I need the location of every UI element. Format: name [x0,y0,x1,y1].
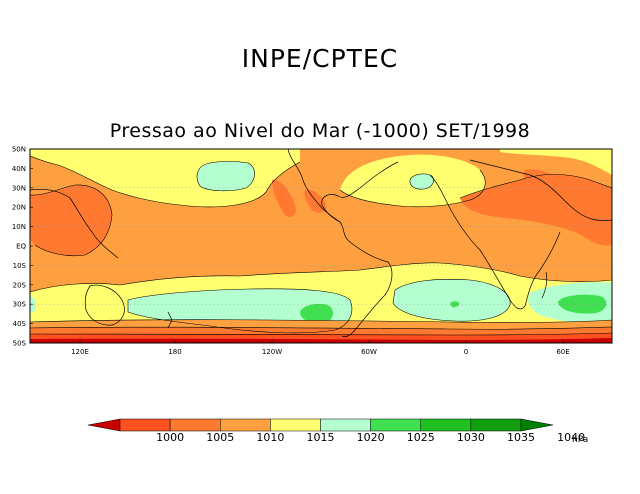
lat-label-eq: EQ [16,243,26,251]
band-1005-north-america [272,179,296,217]
colorbar-unit: hPa [572,435,588,445]
band-1020-north-pacific [197,161,255,191]
band-below-1000-south [30,338,612,343]
lat-label-20n: 20N [12,204,26,212]
band-1005-north-africa [523,169,555,187]
lat-label-30n: 30N [12,184,26,192]
colorbar-box [420,418,472,432]
lat-label-30s: 30S [13,301,27,309]
pressure-field [30,149,612,343]
lat-label-40n: 40N [12,165,26,173]
band-1020-west-edge [30,296,37,313]
band-1020-south-atlantic [393,279,511,322]
colorbar-label-1035: 1035 [507,431,535,444]
band-1005-india-arabia [460,174,612,246]
colorbar-box [370,418,421,432]
band-1020-azores [409,173,434,190]
lon-label-60e: 60E [556,348,569,356]
coastlines [30,149,612,338]
lat-label-50s: 50S [13,340,27,348]
lon-label-60w: 60W [361,348,377,356]
colorbar [87,418,554,432]
colorbar-label-1020: 1020 [357,431,385,444]
colorbar-box [169,418,221,432]
lon-label-120w: 120W [262,348,282,356]
colorbar-label-1005: 1005 [206,431,234,444]
colorbar-label-1025: 1025 [407,431,435,444]
lon-label-120e: 120E [71,348,89,356]
map-subtitle: Pressao ao Nivel do Mar (-1000) SET/1998 [109,120,531,142]
longitude-labels: 120E 180 120W 60W 0 60E [71,340,570,356]
colorbar-label-1010: 1010 [256,431,284,444]
graticule [30,187,612,305]
lon-label-180: 180 [168,348,181,356]
colorbar-label-1015: 1015 [307,431,335,444]
lat-label-50n: 50N [12,146,26,154]
colorbar-high-triangle [520,418,554,432]
colorbar-box [320,418,371,432]
lat-label-20s: 20S [13,281,27,289]
latitude-labels: 50N 40N 30N 20N 10N EQ 10S 20S 30S 40S 50S [12,146,33,348]
colorbar-label-1040: 1040 [557,431,585,444]
lat-label-10s: 10S [13,262,27,270]
colorbar-label-1000: 1000 [156,431,184,444]
lon-label-0: 0 [464,348,468,356]
colorbar-box [119,418,171,432]
band-1005-asia-pacific [30,184,112,256]
colorbar-box [470,418,522,432]
colorbar-label-1030: 1030 [457,431,485,444]
band-1025-south-pacific [300,303,334,324]
lat-label-40s: 40S [13,320,27,328]
lat-label-10n: 10N [12,223,26,231]
band-1015-north-east [500,149,612,175]
colorbar-low-triangle [87,418,121,432]
colorbar-labels: 1000 1005 1010 1015 1020 1025 1030 1035 1040 [156,431,585,444]
colorbar-box [270,418,321,432]
agency-title: INPE/CPTEC [241,44,399,73]
colorbar-box [220,418,271,432]
